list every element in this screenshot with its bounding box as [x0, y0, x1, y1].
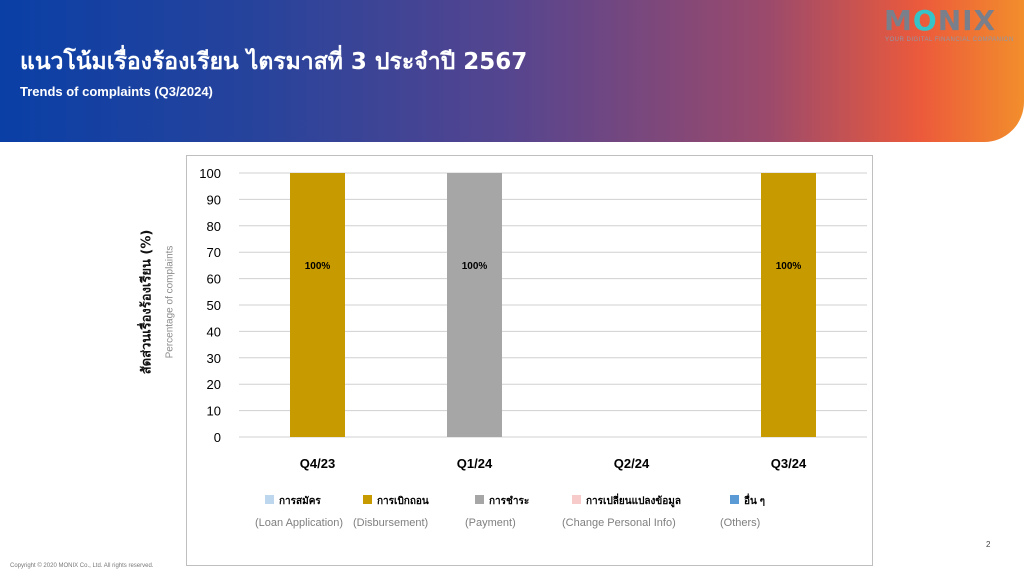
- bar: [761, 173, 816, 437]
- chart-frame: 0 10 20 30 40 50 60 70 80 90 100 100% Q4/23 100% Q1/24…: [186, 155, 873, 566]
- y-tick-label: 0: [214, 430, 221, 445]
- y-tick-label: 40: [207, 324, 221, 339]
- legend-label: การสมัคร: [279, 495, 321, 507]
- page-title: แนวโน้มเรื่องร้องเรียน ไตรมาสที่ 3 ประจำ…: [20, 49, 528, 75]
- y-tick-label: 30: [207, 351, 221, 366]
- y-tick-label: 80: [207, 219, 221, 234]
- bar-data-label: 100%: [305, 261, 331, 272]
- y-axis-title: สัดส่วนเรื่องร้องเรียน (%): [139, 229, 155, 375]
- legend-swatch: [572, 495, 581, 504]
- y-tick-label: 10: [207, 404, 221, 419]
- legend-swatch: [475, 495, 484, 504]
- x-tick-label: Q3/24: [771, 456, 807, 471]
- page-subtitle: Trends of complaints (Q3/2024): [20, 84, 213, 99]
- legend-swatch: [363, 495, 372, 504]
- x-tick-label: Q2/24: [614, 456, 650, 471]
- y-tick-label: 70: [207, 245, 221, 260]
- y-tick-label: 20: [207, 377, 221, 392]
- legend-label: การเบิกถอน: [377, 495, 429, 507]
- legend-label-en: (Loan Application): [255, 517, 343, 529]
- bar: [447, 173, 502, 437]
- monix-logo: MONIX: [884, 4, 997, 37]
- y-axis-subtitle: Percentage of complaints: [164, 245, 176, 359]
- y-tick-label: 100: [199, 166, 221, 181]
- bar: [290, 173, 345, 437]
- copyright-text: Copyright © 2020 MONIX Co., Ltd. All rig…: [10, 563, 154, 569]
- x-tick-label: Q1/24: [457, 456, 493, 471]
- legend-label-en: (Change Personal Info): [562, 517, 676, 529]
- legend-label: อื่น ๆ: [744, 493, 765, 507]
- x-tick-label: Q4/23: [300, 456, 335, 471]
- y-tick-label: 90: [207, 192, 221, 207]
- header-banner: แนวโน้มเรื่องร้องเรียน ไตรมาสที่ 3 ประจำ…: [0, 0, 1024, 142]
- bar-chart: 0 10 20 30 40 50 60 70 80 90 100 100% Q4/23 100% Q1/24…: [199, 166, 867, 529]
- legend-swatch: [730, 495, 739, 504]
- legend-swatch: [265, 495, 274, 504]
- y-tick-label: 50: [207, 298, 221, 313]
- legend-label: การเปลี่ยนแปลงข้อมูล: [586, 493, 681, 508]
- logo-tagline: YOUR DIGITAL FINANCIAL COMPANION: [885, 37, 1014, 43]
- legend-label-en: (Payment): [465, 517, 516, 529]
- legend-label-en: (Others): [720, 517, 760, 529]
- legend-label-en: (Disbursement): [353, 517, 428, 529]
- y-tick-label: 60: [207, 272, 221, 287]
- bar-data-label: 100%: [776, 261, 802, 272]
- legend-label: การชำระ: [489, 495, 529, 507]
- bar-data-label: 100%: [462, 261, 488, 272]
- page-number: 2: [986, 540, 991, 549]
